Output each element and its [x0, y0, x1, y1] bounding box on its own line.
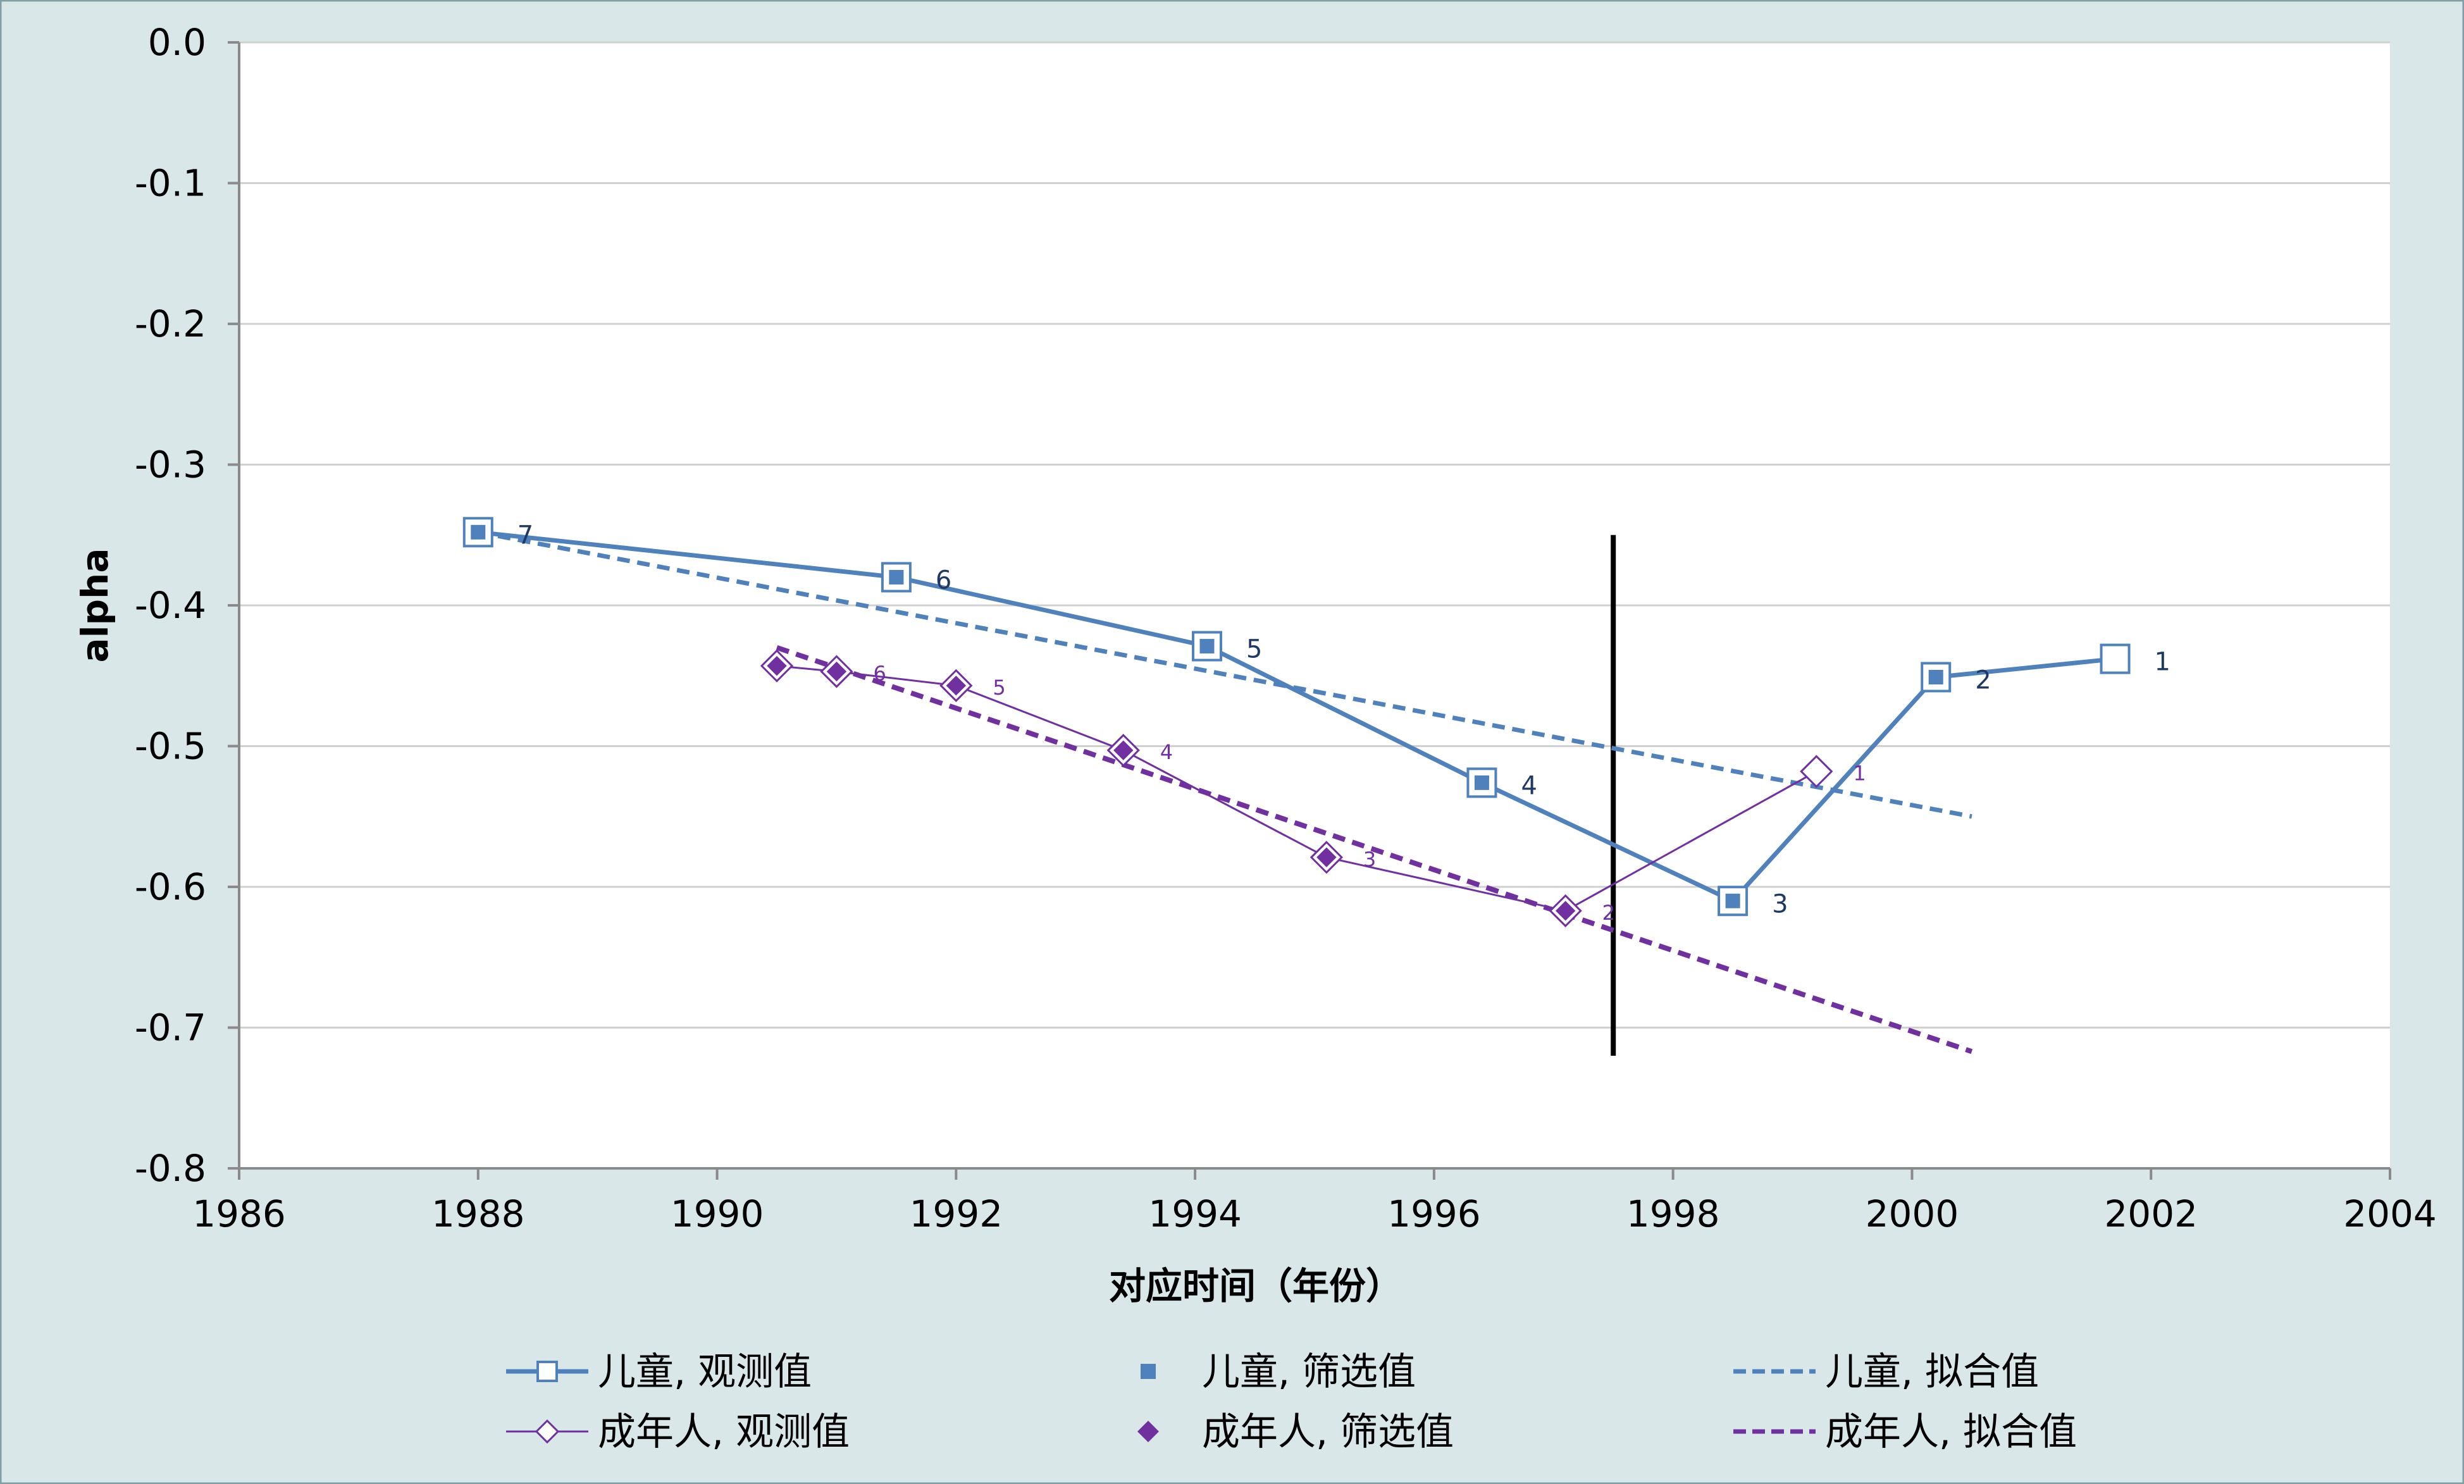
- child-point-label: 3: [1772, 889, 1788, 918]
- adult-observed-point-6: [1800, 755, 1833, 788]
- x-tick-label: 2000: [1866, 1192, 1959, 1235]
- adult-point-label: 4: [1160, 740, 1173, 764]
- y-tick-label: 0.0: [148, 21, 206, 64]
- child-filtered-point-5: [1928, 669, 1943, 684]
- child-point-label: 6: [936, 566, 951, 595]
- x-axis-title: 对应时间（年份）: [1109, 1264, 1402, 1308]
- adult-point-label: 2: [1602, 901, 1615, 925]
- x-tick-label: 1988: [431, 1192, 525, 1235]
- adult-point-label: 1: [1853, 762, 1866, 786]
- y-tick-label: -0.5: [135, 725, 206, 768]
- axes: [228, 41, 2391, 1180]
- x-tick-label: 1986: [192, 1192, 286, 1235]
- legend-marker-0: [536, 1361, 558, 1382]
- y-tick-label: -0.8: [135, 1147, 206, 1190]
- child-point-label: 1: [2155, 648, 2170, 677]
- adult-filtered-point-2: [946, 676, 967, 696]
- adult-point-label: 6: [873, 662, 886, 686]
- x-tick-label: 2002: [2104, 1192, 2198, 1235]
- child-point-label: 7: [517, 521, 533, 550]
- y-tick-label: -0.1: [135, 162, 206, 205]
- legend-marker-3: [535, 1419, 560, 1444]
- child-filtered-point-2: [1199, 639, 1215, 654]
- x-tick-label: 1996: [1387, 1192, 1481, 1235]
- adult-filtered-point-0: [767, 655, 787, 676]
- legend-entry-label: 儿童, 拟合值: [1825, 1350, 2039, 1394]
- adult-point-label: 3: [1363, 847, 1376, 871]
- legend-entry-label: 成年人, 筛选值: [1202, 1410, 1454, 1454]
- child-filtered-point-0: [471, 524, 486, 540]
- y-tick-label: -0.6: [135, 865, 206, 908]
- child-point-label: 4: [1521, 771, 1537, 800]
- x-tick-label: 1998: [1626, 1192, 1720, 1235]
- legend-entry-label: 儿童, 筛选值: [1202, 1350, 1416, 1394]
- child-point-label: 5: [1246, 635, 1262, 664]
- child-observed-point-0: [462, 517, 493, 548]
- series-adult-fitted-line: [776, 645, 1973, 1054]
- series-layer: [462, 517, 2131, 1056]
- y-tick-label: -0.3: [135, 443, 206, 486]
- x-tick-label: 2004: [2343, 1192, 2437, 1235]
- point-labels: 7 6 5 4 3 2 1 6 5 4 3 2 1: [517, 521, 2170, 925]
- adult-point-label: 5: [993, 676, 1005, 700]
- adult-filtered-point-5: [1555, 901, 1576, 921]
- legend-marker-1: [1141, 1364, 1156, 1379]
- child-point-label: 2: [1975, 665, 1991, 695]
- x-tick-label: 1994: [1148, 1192, 1242, 1235]
- x-tick-labels: 1986 1988 1990 1992 1994 1996 1998 2000 2002 2004: [192, 1192, 2437, 1235]
- y-tick-labels: 0.0 -0.1 -0.2 -0.3 -0.4 -0.5 -0.6 -0.7 -0.8: [135, 21, 206, 1190]
- child-filtered-point-1: [889, 570, 904, 584]
- grid: [239, 41, 2390, 1029]
- x-tick-label: 1990: [671, 1192, 764, 1235]
- x-tick-label: 1992: [910, 1192, 1003, 1235]
- adult-filtered-point-4: [1316, 847, 1337, 867]
- legend-entry-label: 成年人, 观测值: [598, 1410, 850, 1454]
- child-observed-point-6: [2100, 643, 2131, 674]
- legend-marker-4: [1137, 1421, 1159, 1442]
- legend-entry-label: 成年人, 拟合值: [1825, 1410, 2077, 1454]
- y-tick-label: -0.4: [135, 584, 206, 627]
- y-tick-label: -0.7: [135, 1006, 206, 1049]
- series-child-fitted-line: [478, 529, 1972, 819]
- legend-entry-label: 儿童, 观测值: [598, 1350, 812, 1394]
- child-filtered-point-3: [1474, 775, 1489, 790]
- y-tick-label: -0.2: [135, 302, 206, 345]
- child-filtered-point-4: [1725, 893, 1740, 908]
- y-axis-title: alpha: [73, 548, 116, 663]
- adult-filtered-point-1: [826, 661, 847, 682]
- adult-filtered-point-3: [1113, 740, 1134, 760]
